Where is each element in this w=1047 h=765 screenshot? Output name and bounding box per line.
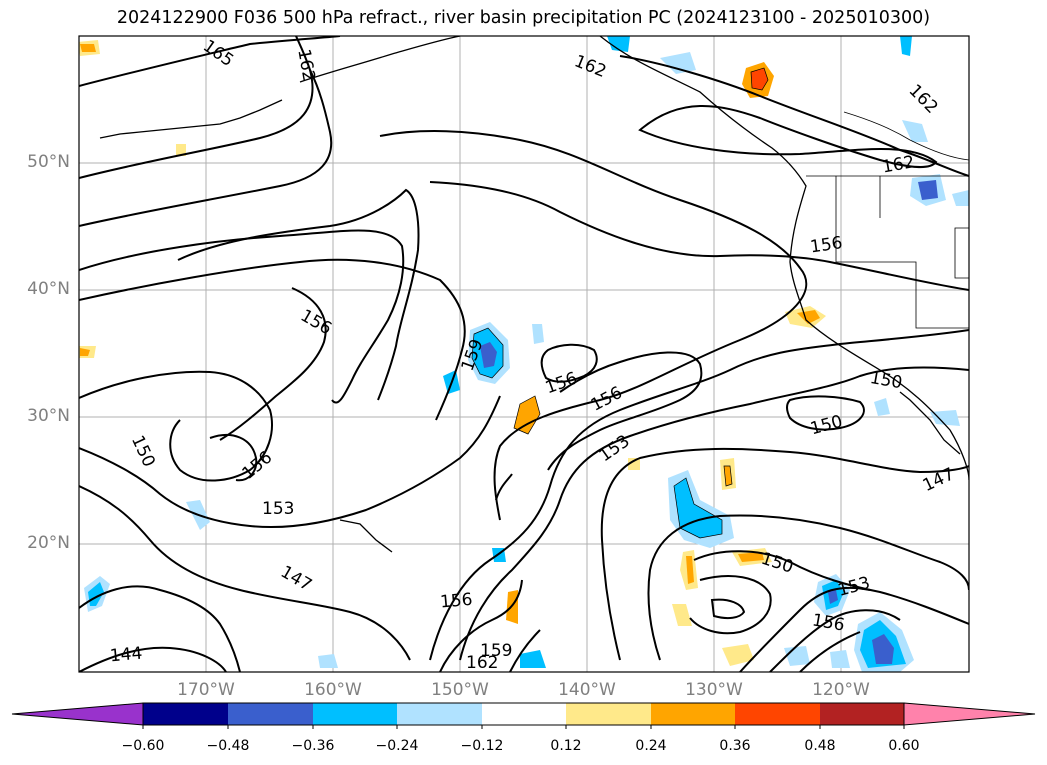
colorbar-bin [397,703,482,725]
map-title: 2024122900 F036 500 hPa refract., river … [116,8,931,28]
precip-shading [79,36,969,672]
contour-label: 156 [239,448,277,484]
colorbar-tick-label: 0.48 [804,738,836,754]
contour-label: 162 [466,653,498,673]
contour-label: 162 [293,48,318,83]
contour-label: 156 [439,590,473,613]
contour-label: 162 [881,152,916,177]
colorbar-bin [228,703,313,725]
colorbar-tick-label: −0.24 [375,738,419,754]
refractivity-contours [79,36,969,672]
colorbar-tick-label: 0.60 [888,738,920,754]
colorbar-bin [735,703,820,725]
colorbar-bin [482,703,566,725]
lat-label-30n: 30°N [27,406,70,426]
colorbar-tick-label: −0.36 [291,738,335,754]
lon-label-140w: 140°W [558,680,616,700]
lon-label-160w: 160°W [304,680,362,700]
contour-label: 153 [262,499,294,519]
contour-label: 156 [543,368,580,398]
map-frame [78,35,970,673]
colorbar-tick-label: 0.12 [550,738,582,754]
contour-label: 147 [920,464,958,496]
contour-label: 159 [480,641,512,661]
colorbar-bin [313,703,397,725]
colorbar-bin [143,703,228,725]
colorbar-bin [651,703,735,725]
contour-label: 150 [868,368,903,393]
colorbar-bin [820,703,904,725]
contour-label: 150 [808,412,845,440]
coastlines [99,36,969,553]
contour-label: 150 [759,549,796,578]
contour-label: 144 [109,644,143,667]
colorbar-tick-label: −0.60 [121,738,165,754]
colorbar-extend-min [11,702,144,726]
colorbar-bin [566,703,651,725]
lat-label-20n: 20°N [27,533,70,553]
contour-label: 156 [811,610,846,635]
boundaries [806,111,969,329]
contour-label: 162 [905,81,942,118]
lat-label-40n: 40°N [27,279,70,299]
colorbar [11,702,1036,729]
lon-label-170w: 170°W [177,680,235,700]
contour-label: 165 [199,36,237,71]
colorbar-extend-max [903,702,1036,726]
contour-label: 147 [277,562,315,596]
lat-label-50n: 50°N [27,152,70,172]
colorbar-tick-label: 0.24 [635,738,667,754]
colorbar-tick-label: −0.48 [206,738,250,754]
colorbar-tick-label: 0.36 [719,738,751,754]
contour-label: 150 [127,432,159,470]
contour-label: 156 [809,233,844,257]
contour-label: 156 [297,306,335,340]
contour-label: 162 [571,51,609,82]
lon-label-130w: 130°W [685,680,743,700]
colorbar-tick-label: −0.12 [460,738,504,754]
lon-label-150w: 150°W [431,680,489,700]
lon-label-120w: 120°W [812,680,870,700]
